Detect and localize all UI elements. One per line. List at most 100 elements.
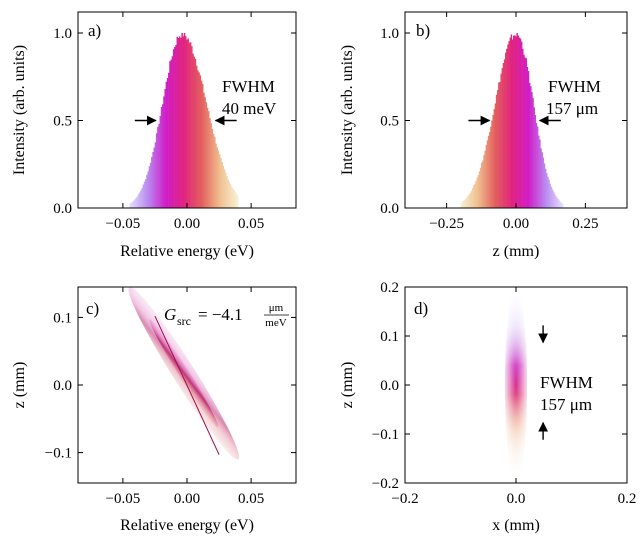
panel-d-xlabel: x (mm) (492, 517, 540, 534)
histogram-bar (486, 140, 489, 208)
histogram-bar (527, 71, 530, 208)
histogram-bar (492, 114, 494, 208)
x-tick-label: −0.05 (106, 491, 141, 507)
histogram-bar (151, 156, 153, 208)
histogram-bar (183, 33, 186, 208)
histogram-bar (518, 37, 521, 209)
histogram-bar (489, 132, 491, 208)
histogram-bar (217, 150, 220, 208)
histogram-bar (471, 188, 474, 208)
histogram-bar (485, 144, 488, 208)
panel-c: −0.05 0.00 0.05 −0.1 0.0 0.1 c) G src = −4.1 … (11, 286, 297, 534)
histogram-bar (141, 187, 143, 208)
histogram-bar (152, 151, 154, 208)
panel-a: −0.05 0.00 0.05 0.0 0.5 1.0 a) FWHM 40 meV Re… (11, 11, 297, 260)
histogram-bar (519, 38, 522, 209)
panel-d-label: d) (414, 299, 428, 318)
histogram-bar (470, 190, 473, 208)
y-tick-label: −0.1 (372, 427, 399, 443)
panel-b-fwhm-value: 157 μm (546, 99, 598, 118)
histogram-bar (131, 201, 134, 208)
histogram-bar (155, 133, 158, 208)
histogram-bar (145, 179, 147, 208)
x-tick-label: 0.05 (238, 491, 264, 507)
histogram-bar (491, 120, 493, 208)
gradient-subscript: src (177, 314, 191, 328)
histogram-bar (140, 190, 142, 208)
x-tick-label: −0.25 (429, 216, 464, 232)
histogram-bar (130, 202, 133, 208)
histogram-bar (182, 36, 185, 208)
histogram-bar (218, 154, 221, 208)
histogram-bar (483, 155, 485, 208)
histogram-bar (484, 150, 486, 208)
panel-a-histogram (129, 33, 239, 209)
histogram-bar (175, 44, 177, 208)
histogram-bar (209, 118, 211, 208)
histogram-bar (506, 48, 508, 209)
histogram-bar (479, 167, 482, 208)
histogram-bar (169, 61, 171, 209)
gradient-value: = −4.1 (198, 305, 243, 324)
gradient-symbol: G (164, 305, 176, 324)
y-tick-label: 0.5 (380, 114, 399, 130)
histogram-bar (467, 195, 469, 208)
histogram-bar (531, 92, 533, 208)
histogram-bar (229, 184, 232, 208)
histogram-bar (509, 37, 511, 208)
histogram-bar (158, 123, 160, 208)
histogram-bar (510, 34, 513, 209)
x-tick-label: 0.00 (174, 491, 200, 507)
x-tick-label: 0.25 (572, 216, 598, 232)
histogram-bar (129, 203, 131, 208)
histogram-bar (154, 142, 157, 208)
histogram-bar (132, 200, 135, 208)
histogram-bar (551, 189, 554, 208)
histogram-bar (206, 107, 209, 208)
histogram-bar (469, 192, 472, 208)
histogram-bar (523, 54, 525, 208)
x-tick-label: −0.05 (106, 216, 141, 232)
histogram-bar (512, 35, 515, 209)
histogram-bar (232, 188, 234, 208)
histogram-bar (176, 36, 179, 209)
histogram-bar (210, 123, 212, 208)
correlation-core (149, 319, 219, 428)
x-tick-label: 0.0 (507, 491, 526, 507)
y-tick-label: 0.0 (380, 201, 399, 217)
histogram-bar (198, 72, 200, 209)
histogram-bar (542, 157, 545, 208)
histogram-bar (228, 181, 231, 208)
histogram-bar (177, 38, 180, 208)
histogram-bar (465, 198, 467, 208)
histogram-bar (487, 135, 490, 208)
histogram-bar (501, 68, 504, 208)
histogram-bar (494, 103, 497, 208)
histogram-bar (499, 81, 501, 208)
y-tick-label: −0.2 (372, 476, 399, 492)
histogram-bar (174, 46, 176, 209)
histogram-bar (532, 98, 534, 208)
histogram-bar (524, 57, 526, 208)
histogram-bar (192, 53, 194, 208)
histogram-bar (136, 196, 139, 208)
histogram-bar (495, 94, 498, 208)
histogram-bar (476, 177, 478, 208)
beam-spot-fade (503, 286, 529, 484)
histogram-bar (220, 158, 222, 208)
histogram-bar (528, 82, 531, 208)
histogram-bar (166, 78, 169, 208)
histogram-bar (543, 163, 546, 208)
histogram-bar (146, 174, 148, 208)
y-tick-label: 1.0 (380, 26, 399, 42)
panel-d-ylabel: z (mm) (339, 362, 356, 409)
histogram-bar (148, 166, 151, 208)
x-tick-label: −0.2 (391, 491, 418, 507)
histogram-bar (212, 133, 215, 208)
histogram-bar (181, 33, 183, 208)
histogram-bar (462, 200, 465, 208)
histogram-bar (474, 184, 476, 208)
histogram-bar (160, 106, 163, 208)
histogram-bar (221, 162, 223, 208)
